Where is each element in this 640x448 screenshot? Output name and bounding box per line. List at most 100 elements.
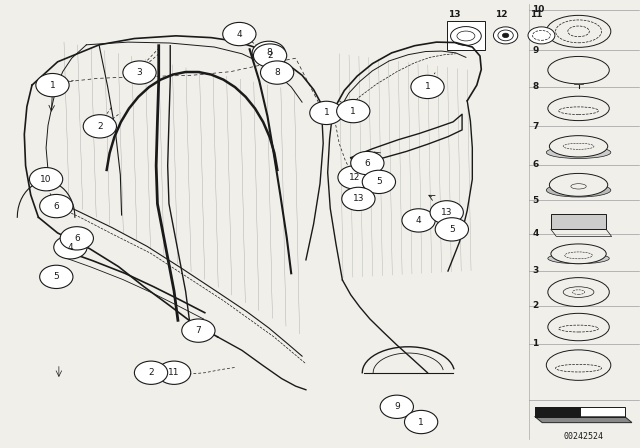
Text: 12: 12 [349, 173, 360, 182]
Text: 13: 13 [448, 10, 461, 19]
Circle shape [310, 101, 343, 125]
Bar [447, 21, 485, 50]
Ellipse shape [564, 252, 593, 259]
Text: 2: 2 [148, 368, 154, 377]
Circle shape [223, 22, 256, 46]
Circle shape [411, 75, 444, 99]
Text: 8: 8 [532, 82, 539, 91]
Text: 4: 4 [237, 30, 242, 39]
Text: 1: 1 [419, 418, 424, 426]
Text: 6: 6 [365, 159, 370, 168]
Text: 7: 7 [532, 122, 539, 131]
Text: 12: 12 [495, 10, 508, 19]
Text: 5: 5 [54, 272, 59, 281]
Text: 3: 3 [137, 68, 142, 77]
Text: 5: 5 [532, 196, 539, 205]
Circle shape [342, 187, 375, 211]
Ellipse shape [498, 30, 513, 41]
Ellipse shape [559, 325, 598, 332]
Ellipse shape [568, 26, 589, 37]
Circle shape [40, 194, 73, 218]
Circle shape [134, 361, 168, 384]
Ellipse shape [572, 290, 585, 294]
Circle shape [404, 410, 438, 434]
Text: 4: 4 [68, 243, 73, 252]
Text: 2: 2 [97, 122, 102, 131]
Text: 5: 5 [376, 177, 381, 186]
Text: 1: 1 [532, 339, 539, 348]
Text: 2: 2 [532, 301, 539, 310]
Circle shape [351, 151, 384, 175]
Text: 13: 13 [353, 194, 364, 203]
Polygon shape [535, 417, 632, 422]
Circle shape [60, 227, 93, 250]
Text: 1: 1 [324, 108, 329, 117]
Ellipse shape [547, 146, 611, 159]
Ellipse shape [547, 183, 611, 197]
Text: 6: 6 [532, 160, 539, 169]
Text: 11: 11 [168, 368, 180, 377]
Circle shape [337, 99, 370, 123]
Circle shape [338, 166, 371, 189]
Bar [535, 407, 625, 417]
Ellipse shape [457, 31, 475, 41]
Text: 4: 4 [532, 229, 539, 238]
Circle shape [36, 73, 69, 97]
Ellipse shape [549, 173, 608, 196]
Ellipse shape [556, 20, 602, 43]
Text: 11: 11 [530, 10, 543, 19]
Text: 6: 6 [54, 202, 59, 211]
Ellipse shape [548, 96, 609, 121]
Ellipse shape [493, 27, 518, 44]
Ellipse shape [547, 350, 611, 380]
Circle shape [252, 41, 285, 65]
Circle shape [430, 201, 463, 224]
Circle shape [182, 319, 215, 342]
Text: 1: 1 [425, 82, 430, 91]
Text: 1: 1 [50, 81, 55, 90]
Circle shape [380, 395, 413, 418]
Text: 9: 9 [394, 402, 399, 411]
Ellipse shape [548, 56, 609, 84]
Circle shape [362, 170, 396, 194]
Ellipse shape [556, 364, 602, 372]
Ellipse shape [548, 313, 609, 341]
Ellipse shape [548, 278, 609, 306]
Ellipse shape [551, 244, 606, 264]
Circle shape [123, 61, 156, 84]
Text: 00242524: 00242524 [564, 432, 604, 441]
Circle shape [260, 61, 294, 84]
Ellipse shape [528, 27, 555, 44]
Ellipse shape [549, 136, 608, 157]
Ellipse shape [548, 253, 609, 264]
Text: 5: 5 [449, 225, 454, 234]
Ellipse shape [563, 143, 594, 149]
Text: 2: 2 [268, 51, 273, 60]
Circle shape [54, 236, 87, 259]
Ellipse shape [559, 107, 598, 115]
Text: 13: 13 [441, 208, 452, 217]
Text: 6: 6 [74, 234, 79, 243]
Text: 4: 4 [416, 216, 421, 225]
Text: 8: 8 [266, 48, 271, 57]
Bar [535, 407, 580, 417]
Text: 7: 7 [196, 326, 201, 335]
Circle shape [435, 218, 468, 241]
Ellipse shape [502, 33, 509, 38]
Text: 10: 10 [532, 5, 545, 14]
Ellipse shape [547, 15, 611, 47]
Text: 8: 8 [275, 68, 280, 77]
Text: 9: 9 [532, 46, 539, 55]
Text: 10: 10 [40, 175, 52, 184]
Text: 1: 1 [351, 107, 356, 116]
Text: 3: 3 [532, 266, 539, 275]
Circle shape [253, 44, 287, 67]
Circle shape [83, 115, 116, 138]
Circle shape [29, 168, 63, 191]
Circle shape [40, 265, 73, 289]
Ellipse shape [571, 184, 586, 189]
Ellipse shape [451, 26, 481, 45]
Bar [551, 214, 606, 229]
Ellipse shape [563, 287, 594, 297]
Ellipse shape [532, 30, 550, 40]
